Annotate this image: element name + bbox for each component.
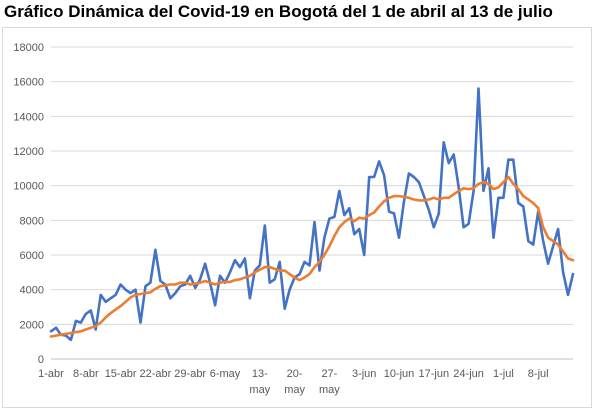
series-line-2	[49, 175, 575, 338]
y-tick-label: 18000	[13, 42, 44, 54]
chart-area: 0 2000 4000 6000 8000 10000 12000 14000 16000 180…	[2, 27, 592, 408]
series-line-1	[49, 87, 575, 342]
x-axis-labels: 1-abr 8-abr 15-abr 22-abr 29-abr 6-may 13-may 2…	[38, 368, 548, 396]
x-tick-label: 8-abr	[73, 368, 99, 380]
series-lines	[49, 87, 575, 342]
x-tick-label: 13-may	[249, 368, 270, 396]
x-tick-label: 24-jun	[453, 368, 484, 380]
x-tick-label: 29-abr	[174, 368, 206, 380]
plot-area: 0 2000 4000 6000 8000 10000 12000 14000 16000 180…	[13, 42, 575, 396]
y-tick-label: 0	[38, 354, 44, 366]
x-tick-label: 3-jun	[352, 368, 376, 380]
y-tick-label: 16000	[13, 77, 44, 89]
x-tick-label: 15-abr	[105, 368, 137, 380]
y-tick-label: 8000	[20, 215, 44, 227]
y-axis: 0 2000 4000 6000 8000 10000 12000 14000 16000 180…	[13, 42, 44, 366]
x-tick-label: 6-may	[210, 368, 241, 380]
gridlines	[51, 46, 573, 325]
y-tick-label: 6000	[20, 250, 44, 262]
y-tick-label: 12000	[13, 146, 44, 158]
y-tick-label: 2000	[20, 319, 44, 331]
x-tick-label: 22-abr	[140, 368, 172, 380]
y-tick-label: 4000	[20, 285, 44, 297]
x-tick-label: 8-jul	[528, 368, 549, 380]
x-tick-label: 1-jul	[493, 368, 514, 380]
y-tick-label: 10000	[13, 181, 44, 193]
x-tick-label: 20-may	[284, 368, 305, 396]
x-tick-label: 10-jun	[384, 368, 415, 380]
y-tick-label: 14000	[13, 111, 44, 123]
x-tick-label: 27-may	[319, 368, 340, 396]
x-tick-label: 17-jun	[419, 368, 450, 380]
x-tick-label: 1-abr	[38, 368, 64, 380]
chart-title: Gráfico Dinámica del Covid-19 en Bogotá …	[4, 2, 553, 21]
